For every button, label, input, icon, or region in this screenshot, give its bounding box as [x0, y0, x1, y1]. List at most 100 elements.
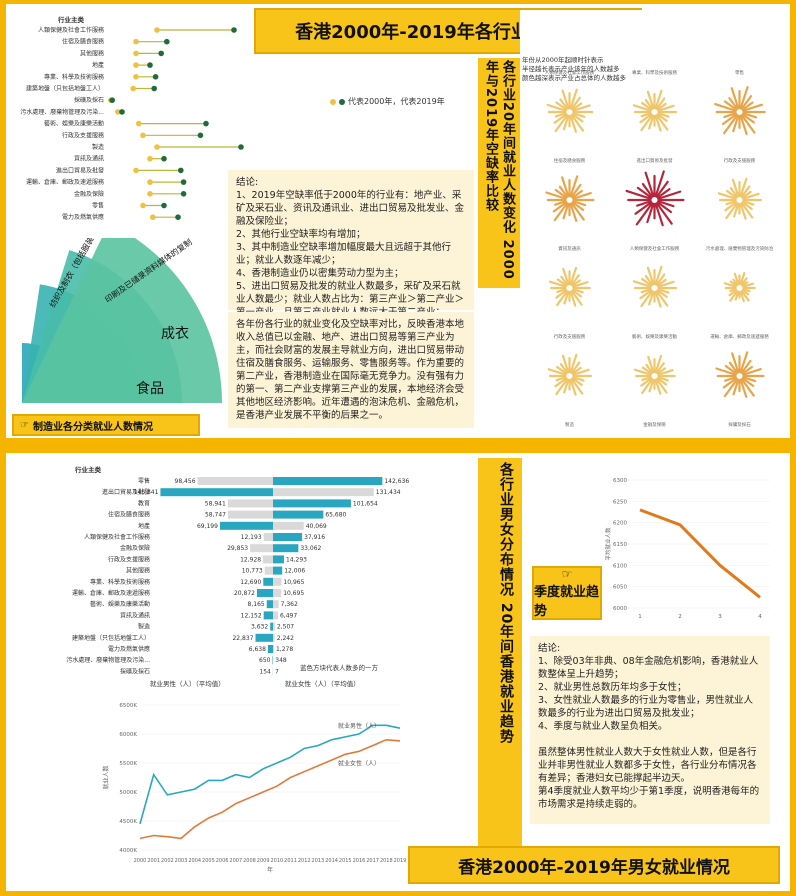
- x-tick-label: 2002: [161, 858, 174, 864]
- sunburst-ray: [656, 188, 671, 199]
- sunburst-ray: [657, 376, 669, 382]
- sunburst-ray: [553, 202, 569, 222]
- dot-2000: [154, 27, 160, 33]
- sunburst-ray: [644, 171, 655, 198]
- sunburst-ray: [569, 353, 578, 374]
- sunburst-ray: [723, 112, 737, 119]
- sunburst-ray: [640, 377, 653, 387]
- sunburst-ray: [739, 290, 745, 303]
- sunburst-ray: [644, 99, 654, 110]
- y-tick-label: 6100: [613, 563, 627, 569]
- sunburst-ray: [554, 377, 568, 388]
- dumbbell-category-label: 住宿及膳食服務: [62, 38, 104, 46]
- sunburst: [632, 89, 678, 132]
- sunburst-ray: [714, 102, 737, 112]
- sunburst-ray: [636, 200, 652, 207]
- female-value-label: 65,680: [325, 512, 346, 519]
- sunburst-ray: [563, 378, 570, 394]
- sunburst-ray: [731, 352, 740, 374]
- sunburst-ray: [563, 290, 570, 305]
- season-hand-icon: ☞: [561, 567, 573, 581]
- male-value-label: 12,690: [240, 579, 261, 586]
- sunburst-ray: [558, 185, 569, 198]
- sunburst-ray: [728, 97, 739, 110]
- sunburst-ray: [739, 114, 748, 136]
- sunburst-label: 行政及支援服務: [724, 157, 756, 164]
- male-bar: [263, 533, 273, 541]
- x-tick-label: 2005: [202, 858, 215, 864]
- sunburst-note: 年份从2000年起顺时针表示 半径越长表示产业该年的人数越多 颜色越深表示产业占…: [522, 56, 626, 82]
- butterfly-category-label: 教育: [138, 499, 150, 507]
- x-tick-label: 2000: [134, 858, 147, 864]
- sunburst-ray: [546, 103, 567, 112]
- sunburst-ray: [654, 265, 663, 286]
- x-tick-label: 2015: [339, 858, 352, 864]
- sunburst-ray: [655, 290, 669, 307]
- sunburst-ray: [570, 96, 581, 110]
- sunburst: [548, 266, 591, 307]
- sunburst-ray: [641, 277, 653, 287]
- female-value-label: 348: [275, 657, 287, 664]
- sunburst-ray: [733, 202, 740, 218]
- dumbbell-category-label: 資訊及通訊: [74, 155, 104, 163]
- sunburst-label: 藝術、娛樂及康樂活動: [632, 333, 677, 340]
- dot-2000: [133, 38, 139, 45]
- sunburst-ray: [632, 104, 652, 112]
- female-value-label: 131,434: [376, 489, 401, 496]
- sunburst-ray: [634, 201, 653, 215]
- sunburst-ray: [656, 113, 668, 122]
- sunburst-ray: [729, 280, 738, 287]
- y-tick-label: 6300: [613, 478, 627, 484]
- sunburst-ray: [723, 114, 739, 135]
- sunburst-ray: [639, 289, 653, 300]
- dot-2019: [175, 214, 181, 220]
- dot-2000: [140, 132, 146, 139]
- female-axis-label: 就业女性（人）（平均值）: [285, 680, 360, 688]
- sunburst-ray: [571, 279, 582, 287]
- sunburst-ray: [729, 288, 737, 293]
- sunburst-ray: [562, 114, 570, 131]
- sunburst-ray: [741, 281, 749, 287]
- x-tick-label: 2014: [325, 858, 338, 864]
- sunburst-ray: [742, 192, 760, 200]
- female-value-label: 37,916: [304, 534, 325, 541]
- manufacturing-label: ☞ 制造业各分类就业人数情况: [12, 414, 200, 436]
- sunburst-label: 金融及保險: [643, 421, 666, 428]
- butterfly-category-label: 製造: [138, 623, 150, 631]
- sunburst-ray: [739, 351, 749, 374]
- sunburst-ray: [570, 202, 585, 221]
- sunburst-ray: [657, 104, 675, 112]
- sunburst-ray: [742, 288, 751, 293]
- butterfly-category-label: 電力及燃氣供應: [108, 645, 150, 653]
- x-tick-label: 2: [678, 614, 682, 620]
- male-bar: [267, 645, 273, 653]
- sunburst-ray: [641, 182, 654, 198]
- y-tick-label: 6000K: [119, 732, 137, 738]
- sunburst-ray: [641, 378, 654, 395]
- sunburst-ray: [641, 376, 652, 382]
- x-tick-label: 2006: [216, 858, 229, 864]
- dot-2000: [133, 167, 139, 174]
- sunburst-ray: [724, 364, 738, 375]
- sunburst-ray: [572, 104, 591, 112]
- sunburst-ray: [569, 175, 579, 198]
- dot-2019: [178, 167, 184, 174]
- sunburst-ray: [560, 275, 569, 286]
- butterfly-category-label: 建築地盤（只包括地盤工人）: [72, 634, 150, 642]
- sunburst-ray: [640, 112, 652, 118]
- butterfly-category-label: 進出口貿易及批發: [102, 488, 150, 496]
- male-value-label: 58,941: [205, 500, 226, 507]
- y-tick-label: 6250: [613, 499, 627, 505]
- sunburst-ray: [646, 90, 655, 110]
- sunburst-ray: [655, 202, 673, 225]
- sunburst-ray: [639, 113, 653, 124]
- female-value-label: 142,636: [384, 478, 409, 485]
- dot-2019: [147, 62, 153, 68]
- sunburst-ray: [655, 114, 669, 131]
- sunburst-ray: [636, 186, 653, 199]
- dot-2000: [150, 214, 156, 220]
- sunburst-ray: [741, 190, 752, 199]
- male-bar: [255, 633, 273, 642]
- sunburst-ray: [739, 202, 747, 220]
- y-tick-label: 6200: [613, 521, 627, 527]
